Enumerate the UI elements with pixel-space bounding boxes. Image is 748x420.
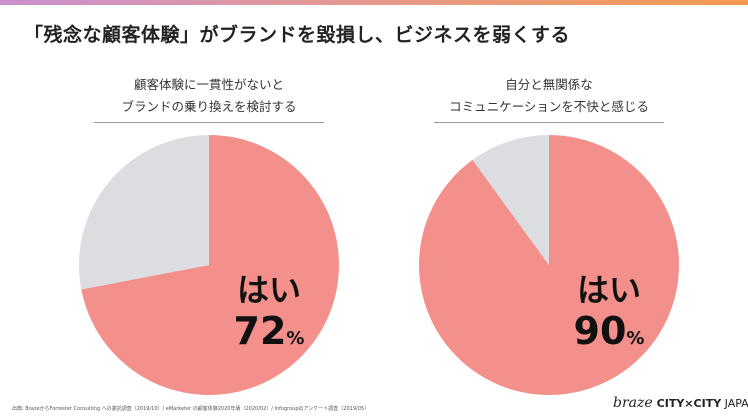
yes-label: はい — [236, 271, 301, 309]
caption-divider — [434, 122, 664, 123]
percent-value: 72 — [233, 309, 287, 353]
percent-unit: % — [626, 328, 645, 349]
event-logo: CITY×CITY — [656, 397, 722, 410]
region-text: JAPAN — [724, 397, 748, 410]
chart-2-label: はい 90% — [549, 265, 669, 359]
pie-slice-yes — [81, 135, 339, 395]
caption-line: ブランドの乗り換えを検討する — [121, 99, 297, 114]
chart-1-label: はい 72% — [209, 265, 329, 359]
caption-line: コミュニケーションを不快と感じる — [449, 99, 649, 114]
caption-line: 顧客体験に一貫性がないと — [133, 77, 284, 92]
caption-line: 自分と無関係な — [505, 77, 593, 92]
caption-divider — [94, 122, 324, 123]
brand-logo: braze — [613, 395, 653, 411]
chart-1-caption: 顧客体験に一貫性がないと ブランドの乗り換えを検討する — [94, 74, 324, 123]
pie-slice-other — [472, 135, 549, 265]
percent-value: 90 — [573, 309, 627, 353]
percent-unit: % — [286, 328, 305, 349]
top-gradient-bar — [0, 0, 748, 5]
pie-slice-other — [79, 135, 209, 290]
source-footnote: 出典: BrazeからForrester Consulting への委託調査（2… — [12, 406, 370, 412]
page-title: 「残念な顧客体験」がブランドを毀損し、ビジネスを弱くする — [24, 24, 571, 46]
chart-2-caption: 自分と無関係な コミュニケーションを不快と感じる — [434, 74, 664, 123]
yes-label: はい — [576, 271, 641, 309]
